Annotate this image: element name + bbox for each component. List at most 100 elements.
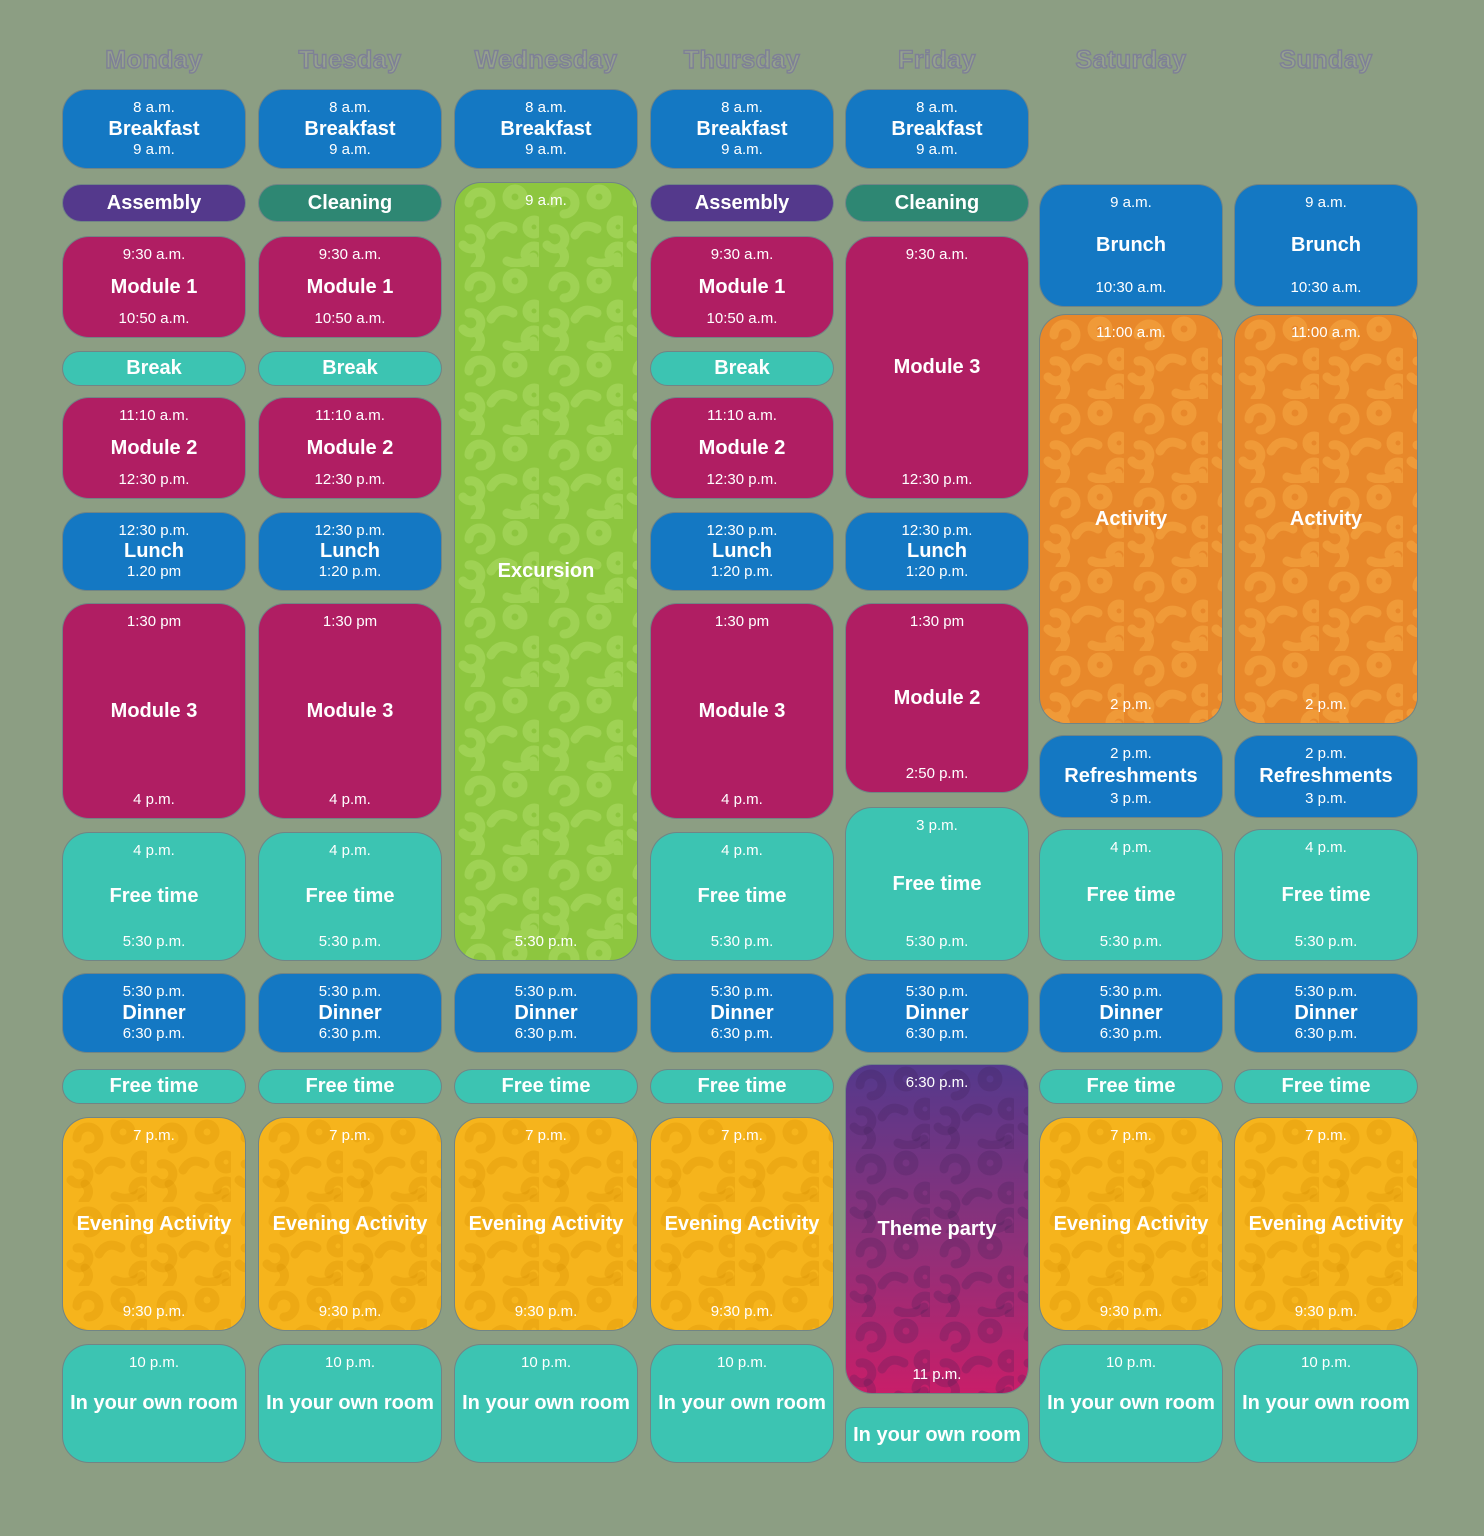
event-title: Free time — [109, 1075, 199, 1097]
event-title: Free time — [305, 885, 395, 907]
event-start-time: 4 p.m. — [721, 842, 763, 859]
schedule-block-excursion: 9 a.m. Excursion 5:30 p.m. — [455, 183, 637, 960]
event-start-time: 5:30 p.m. — [1099, 983, 1163, 1000]
event-start-time: 10 p.m. — [716, 1354, 768, 1371]
event-end-time: 5:30 p.m. — [318, 933, 382, 950]
event-start-time: 11:10 a.m. — [707, 407, 777, 424]
schedule-block-module-2: 1:30 pm Module 2 2:50 p.m. — [846, 604, 1028, 792]
event-title: Break — [714, 357, 770, 379]
event-end-time: 6:30 p.m. — [1099, 1025, 1163, 1042]
event-end-time: 9 a.m. — [721, 141, 763, 158]
schedule-block-in-your-own-room: 10 p.m. In your own room — [1040, 1345, 1222, 1462]
event-title: Dinner — [1099, 1001, 1163, 1024]
event-start-time: 7 p.m. — [329, 1127, 371, 1144]
day-header-tuesday: Tuesday — [298, 45, 402, 74]
event-start-time: 11:10 a.m. — [315, 407, 385, 424]
squiggle-pattern — [1235, 315, 1417, 723]
event-start-time: 8 a.m. — [916, 99, 958, 116]
day-header-monday: Monday — [105, 45, 203, 74]
schedule-block-breakfast: 8 a.m. Breakfast 9 a.m. — [846, 90, 1028, 168]
event-start-time: 5:30 p.m. — [514, 983, 578, 1000]
event-start-time: 8 a.m. — [525, 99, 567, 116]
event-end-time: 9 a.m. — [916, 141, 958, 158]
schedule-block-free-time: 3 p.m. Free time 5:30 p.m. — [846, 808, 1028, 960]
event-title: Dinner — [905, 1001, 969, 1024]
event-start-time: 1:30 pm — [909, 613, 965, 630]
event-end-time: 6:30 p.m. — [122, 1025, 186, 1042]
event-start-time: 9:30 a.m. — [318, 246, 382, 263]
squiggle-pattern — [455, 183, 637, 960]
event-end-time: 10:50 a.m. — [314, 310, 386, 327]
schedule-block-module-2: 11:10 a.m. Module 2 12:30 p.m. — [63, 398, 245, 498]
schedule-block-free-time: Free time — [1040, 1070, 1222, 1103]
event-start-time: 2 p.m. — [1110, 745, 1152, 762]
schedule-block-break: Break — [259, 352, 441, 385]
schedule-block-in-your-own-room: 10 p.m. In your own room — [651, 1345, 833, 1462]
event-end-time: 5:30 p.m. — [1099, 933, 1163, 950]
schedule-block-breakfast: 8 a.m. Breakfast 9 a.m. — [63, 90, 245, 168]
event-title: In your own room — [462, 1392, 630, 1414]
schedule-block-free-time: 4 p.m. Free time 5:30 p.m. — [651, 833, 833, 960]
event-start-time: 9:30 a.m. — [905, 246, 969, 263]
schedule-block-refreshments: 2 p.m. Refreshments 3 p.m. — [1235, 736, 1417, 817]
event-end-time: 9 a.m. — [525, 141, 567, 158]
event-end-time: 9 a.m. — [133, 141, 175, 158]
event-end-time: 10:50 a.m. — [118, 310, 190, 327]
event-end-time: 1:20 p.m. — [905, 563, 969, 580]
schedule-block-breakfast: 8 a.m. Breakfast 9 a.m. — [455, 90, 637, 168]
event-start-time: 9:30 a.m. — [710, 246, 774, 263]
event-title: Breakfast — [500, 117, 592, 140]
event-end-time: 5:30 p.m. — [1294, 933, 1358, 950]
event-end-time: 5:30 p.m. — [710, 933, 774, 950]
schedule-block-free-time: Free time — [259, 1070, 441, 1103]
event-start-time: 1:30 pm — [126, 613, 182, 630]
event-start-time: 5:30 p.m. — [905, 983, 969, 1000]
event-start-time: 9 a.m. — [525, 192, 567, 209]
event-start-time: 1:30 pm — [714, 613, 770, 630]
event-title: Lunch — [124, 540, 184, 562]
event-start-time: 10 p.m. — [128, 1354, 180, 1371]
event-end-time: 2:50 p.m. — [905, 765, 969, 782]
schedule-block-lunch: 12:30 p.m. Lunch 1:20 p.m. — [651, 513, 833, 590]
event-end-time: 4 p.m. — [329, 791, 371, 808]
event-start-time: 6:30 p.m. — [905, 1074, 969, 1091]
event-title: Dinner — [318, 1001, 382, 1024]
event-title: In your own room — [1242, 1392, 1410, 1414]
schedule-block-theme-party: 6:30 p.m. Theme party 11 p.m. — [846, 1065, 1028, 1393]
event-end-time: 12:30 p.m. — [118, 471, 190, 488]
event-title: Assembly — [106, 191, 202, 214]
event-title: Breakfast — [304, 117, 396, 140]
event-start-time: 7 p.m. — [133, 1127, 175, 1144]
schedule-block-break: Break — [63, 352, 245, 385]
event-end-time: 9 a.m. — [329, 141, 371, 158]
event-start-time: 12:30 p.m. — [314, 522, 386, 539]
schedule-block-assembly: Assembly — [651, 185, 833, 221]
event-end-time: 2 p.m. — [1305, 696, 1347, 713]
event-start-time: 9 a.m. — [1110, 194, 1152, 211]
event-title: Module 2 — [110, 436, 198, 459]
schedule-block-module-3: 1:30 pm Module 3 4 p.m. — [259, 604, 441, 818]
schedule-block-brunch: 9 a.m. Brunch 10:30 a.m. — [1040, 185, 1222, 306]
event-title: Cleaning — [307, 191, 393, 214]
event-title: In your own room — [853, 1423, 1021, 1446]
day-column-monday: Monday 8 a.m. Breakfast 9 a.m. Assembly 9:30 … — [63, 0, 245, 1536]
event-title: Breakfast — [108, 117, 200, 140]
schedule-block-free-time: Free time — [455, 1070, 637, 1103]
event-end-time: 5:30 p.m. — [905, 933, 969, 950]
event-start-time: 11:00 a.m. — [1096, 324, 1166, 341]
event-end-time: 9:30 p.m. — [514, 1303, 578, 1320]
schedule-block-cleaning: Cleaning — [259, 185, 441, 221]
schedule-block-in-your-own-room: 10 p.m. In your own room — [1235, 1345, 1417, 1462]
squiggle-pattern — [259, 1118, 441, 1330]
event-title: Lunch — [712, 540, 772, 562]
schedule-block-in-your-own-room: 10 p.m. In your own room — [259, 1345, 441, 1462]
event-title: Module 1 — [306, 275, 394, 298]
schedule-block-free-time: Free time — [1235, 1070, 1417, 1103]
event-end-time: 12:30 p.m. — [706, 471, 778, 488]
event-title: Module 2 — [306, 436, 394, 459]
event-start-time: 2 p.m. — [1305, 745, 1347, 762]
event-start-time: 4 p.m. — [1305, 839, 1347, 856]
event-start-time: 9 a.m. — [1305, 194, 1347, 211]
event-title: Dinner — [1294, 1001, 1358, 1024]
schedule-block-lunch: 12:30 p.m. Lunch 1.20 pm — [63, 513, 245, 590]
